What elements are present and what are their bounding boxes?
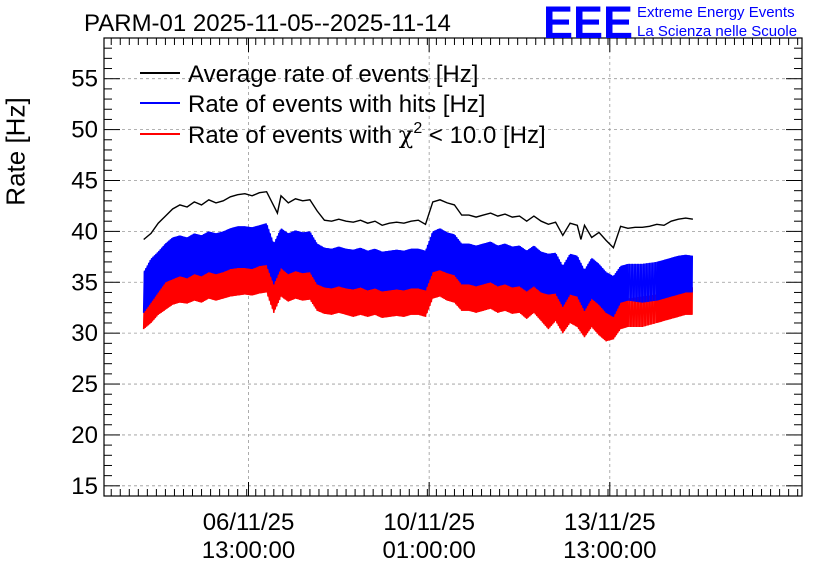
- series-line-average-rate: [143, 190, 694, 249]
- eee-logo: EEE: [543, 0, 633, 44]
- legend-entry-label: Rate of events with χ2 < 10.0 [Hz]: [188, 120, 546, 149]
- y-tick-label: 55: [71, 66, 98, 93]
- y-tick-label: 35: [71, 269, 98, 296]
- plot-frame: [103, 37, 803, 497]
- x-tick-label-time: 13:00:00: [202, 537, 295, 564]
- y-tick-label: 25: [71, 371, 98, 398]
- chart-title: PARM-01 2025-11-05--2025-11-14: [84, 10, 451, 37]
- x-tick-label-date: 10/11/25: [383, 509, 475, 536]
- y-tick-label: 15: [71, 473, 98, 500]
- legend-entry-label: Rate of events with hits [Hz]: [188, 91, 485, 118]
- y-tick-label: 50: [71, 117, 98, 144]
- y-tick-label: 45: [71, 167, 98, 194]
- y-tick-label: 20: [71, 422, 98, 449]
- logo-mark: EEE: [543, 0, 633, 44]
- logo-line-1: Extreme Energy Events: [637, 4, 795, 21]
- y-tick-label: 40: [71, 218, 98, 245]
- x-tick-label-time: 13:00:00: [563, 537, 656, 564]
- y-tick-label: 30: [71, 320, 98, 347]
- logo-line-2: La Scienza nelle Scuole: [637, 23, 798, 40]
- legend-entry-label: Average rate of events [Hz]: [188, 61, 478, 88]
- series-band-fill: [143, 260, 693, 342]
- y-axis-label: Rate [Hz]: [0, 97, 31, 206]
- series-band-fill: [143, 223, 693, 317]
- logo-text: Extreme Energy Events La Scienza nelle S…: [637, 3, 797, 41]
- x-tick-label-time: 01:00:00: [382, 537, 475, 564]
- x-tick-label-date: 13/11/25: [564, 509, 656, 536]
- x-tick-label-date: 06/11/25: [203, 509, 295, 536]
